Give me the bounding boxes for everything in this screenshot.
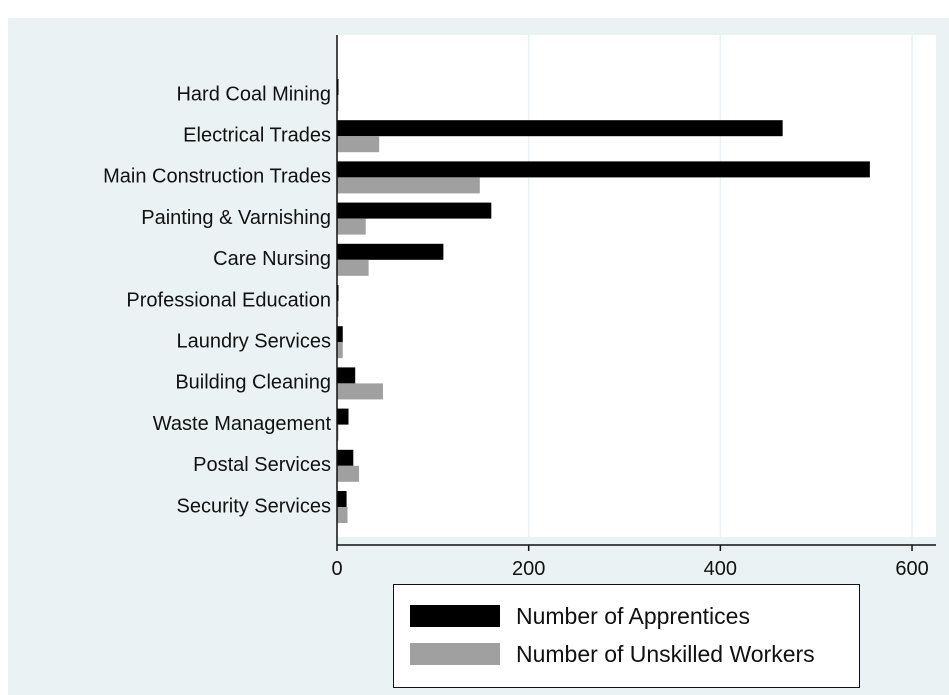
category-label-hard-coal-mining: Hard Coal Mining	[176, 83, 331, 105]
labels: Hard Coal Mining Electrical Trades Main Co…	[103, 83, 929, 580]
legend-swatch-unskilled	[410, 643, 500, 665]
bar-apprentices-painting-varnishing	[337, 202, 492, 219]
x-tick-label-0: 0	[331, 558, 342, 580]
bar-apprentices-main-construction-trades	[337, 161, 870, 178]
bar-apprentices-building-cleaning	[337, 367, 356, 384]
bar-unskilled-postal-services	[337, 465, 360, 482]
bar-unskilled-electrical-trades	[337, 136, 380, 153]
x-tick-label-200: 200	[512, 558, 545, 580]
plot-area	[337, 35, 936, 537]
x-tick-label-400: 400	[704, 558, 737, 580]
category-label-waste-management: Waste Management	[153, 413, 332, 435]
bar-unskilled-security-services	[337, 507, 348, 523]
legend-swatch-apprentices	[410, 605, 500, 627]
category-label-postal-services: Postal Services	[193, 454, 331, 476]
bars	[337, 79, 870, 523]
legend-label-apprentices: Number of Apprentices	[516, 602, 750, 629]
bar-apprentices-postal-services	[337, 449, 354, 466]
grid-lines	[337, 35, 936, 537]
category-label-electrical-trades: Electrical Trades	[183, 124, 331, 146]
chart-frame: Hard Coal Mining Electrical Trades Main Co…	[8, 18, 949, 695]
category-label-laundry-services: Laundry Services	[176, 330, 331, 352]
category-label-professional-education: Professional Education	[126, 289, 331, 311]
bar-unskilled-painting-varnishing	[337, 218, 366, 235]
bar-unskilled-building-cleaning	[337, 383, 384, 400]
category-label-main-construction-trades: Main Construction Trades	[103, 166, 331, 188]
category-label-building-cleaning: Building Cleaning	[175, 372, 331, 394]
bar-apprentices-electrical-trades	[337, 120, 783, 137]
x-tick-label-600: 600	[895, 558, 928, 580]
bar-unskilled-care-nursing	[337, 259, 369, 276]
bar-apprentices-laundry-services	[337, 326, 343, 343]
legend-item-unskilled: Number of Unskilled Workers	[410, 637, 815, 671]
bar-apprentices-care-nursing	[337, 243, 444, 260]
bar-apprentices-waste-management	[337, 408, 349, 425]
legend-item-apprentices: Number of Apprentices	[410, 599, 750, 633]
legend: Number of Apprentices Number of Unskille…	[393, 584, 860, 688]
legend-label-unskilled: Number of Unskilled Workers	[516, 640, 815, 667]
bar-unskilled-main-construction-trades	[337, 177, 480, 194]
category-label-painting-varnishing: Painting & Varnishing	[141, 207, 331, 229]
axes	[336, 35, 936, 551]
category-label-care-nursing: Care Nursing	[213, 248, 331, 270]
bar-unskilled-laundry-services	[337, 342, 343, 359]
category-label-security-services: Security Services	[177, 495, 332, 517]
bar-apprentices-security-services	[337, 491, 347, 507]
bar-chart: Hard Coal Mining Electrical Trades Main Co…	[103, 35, 936, 580]
